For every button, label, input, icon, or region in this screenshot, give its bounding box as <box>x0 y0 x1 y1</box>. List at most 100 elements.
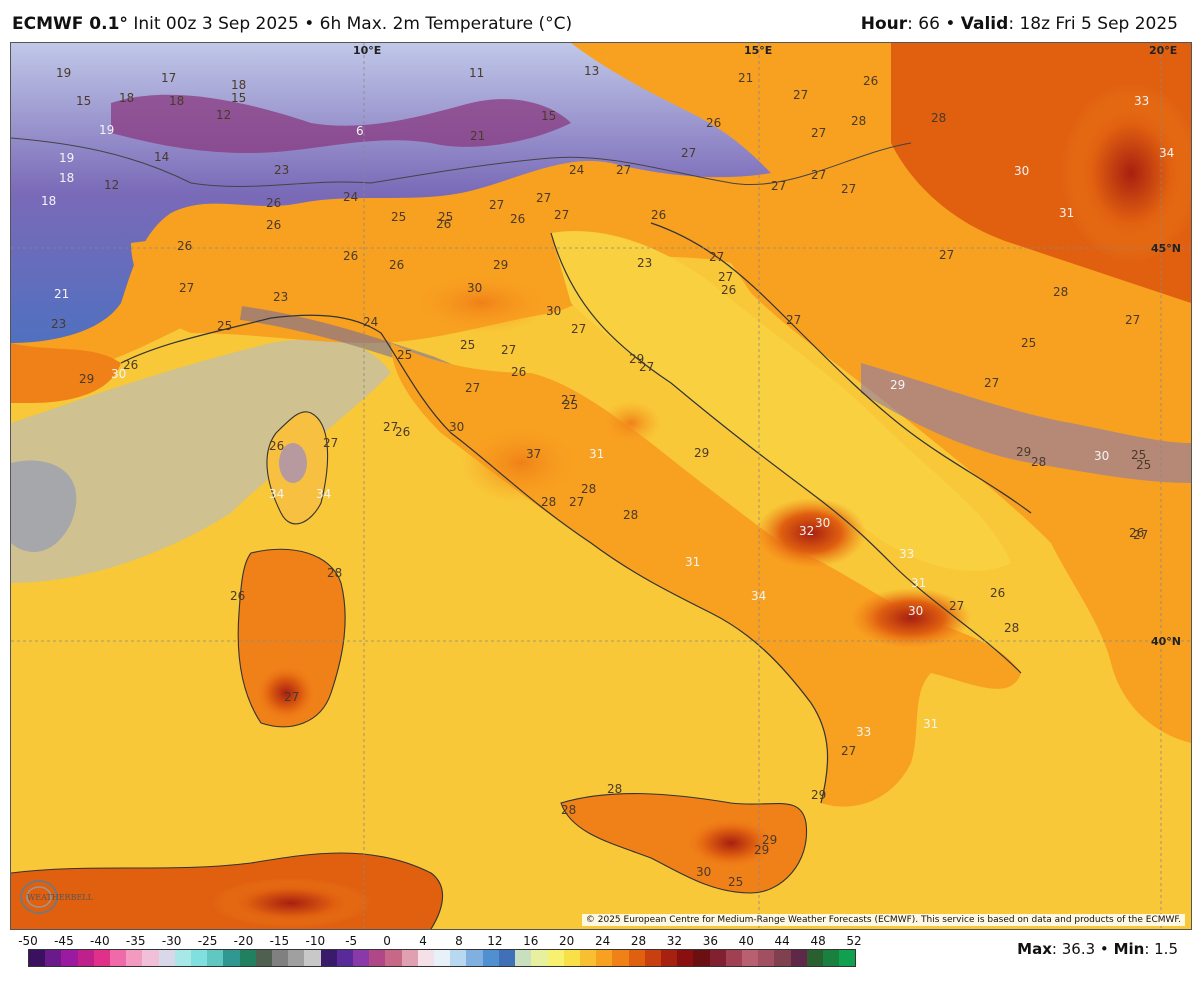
temperature-label: 27 <box>561 393 576 407</box>
colorbar-swatch <box>207 950 224 966</box>
temperature-label: 26 <box>510 212 525 226</box>
colorbar-tick: 52 <box>846 934 862 948</box>
temperature-label: 29 <box>754 843 769 857</box>
italy-west-coast <box>120 314 829 804</box>
colorbar-swatch <box>174 950 192 966</box>
temperature-label: 31 <box>589 447 604 461</box>
model-name: ECMWF 0.1 <box>12 14 120 34</box>
temperature-label: 29 <box>811 788 826 802</box>
temperature-label: 33 <box>856 725 871 739</box>
temperature-label: 25 <box>1131 448 1146 462</box>
temperature-label: 26 <box>177 239 192 253</box>
africa-coast <box>11 852 444 929</box>
temperature-label: 25 <box>217 319 232 333</box>
valid-time: Hour: 66 • Valid: 18z Fri 5 Sep 2025 <box>861 14 1178 34</box>
colorbar-swatch <box>417 950 435 966</box>
temperature-label: 30 <box>449 420 464 434</box>
colorbar-tick: -45 <box>54 934 74 948</box>
bullet-separator-3: • <box>1099 940 1109 958</box>
svg-text:WEATHERBELL: WEATHERBELL <box>27 893 94 902</box>
temperature-label: 26 <box>990 586 1005 600</box>
temperature-label: 30 <box>1094 449 1109 463</box>
temperature-label: 27 <box>284 690 299 704</box>
temperature-label: 26 <box>343 249 358 263</box>
temperature-label: 25 <box>1136 458 1151 472</box>
colorbar-swatch <box>822 950 840 966</box>
init-time: Init 00z 3 Sep 2025 <box>133 14 299 34</box>
colorbar-swatch <box>450 950 467 966</box>
temperature-label: 18 <box>59 171 74 185</box>
temperature-label: 19 <box>56 66 71 80</box>
coord-label: 40°N <box>1151 635 1181 648</box>
temperature-label: 27 <box>536 191 551 205</box>
temperature-label: 29 <box>890 378 905 392</box>
temperature-label: 21 <box>738 71 753 85</box>
colorbar-tick: 24 <box>594 934 611 948</box>
colorbar-swatch <box>385 950 402 966</box>
colorbar-swatch <box>61 950 78 966</box>
temperature-label: 27 <box>681 146 696 160</box>
colorbar-swatch <box>158 950 175 966</box>
temperature-label: 31 <box>923 717 938 731</box>
temperature-label: 30 <box>908 604 923 618</box>
colorbar-swatch <box>29 950 46 966</box>
temperature-label: 27 <box>179 281 194 295</box>
italy-east-coast <box>550 232 1022 674</box>
colorbar-swatch <box>677 950 694 966</box>
temperature-label: 31 <box>911 576 926 590</box>
temperature-label: 23 <box>273 290 288 304</box>
provence-coast <box>11 343 121 403</box>
temperature-label: 18 <box>119 91 134 105</box>
colorbar-tick: -50 <box>18 934 38 948</box>
temperature-label: 11 <box>469 66 484 80</box>
balkans-land <box>711 230 1191 743</box>
temperature-label: 29 <box>762 833 777 847</box>
colorbar-swatch <box>126 950 143 966</box>
min-label: Min <box>1113 940 1145 958</box>
colorbar-swatch <box>77 950 94 966</box>
colorbar-swatch <box>353 950 370 966</box>
colorbar-tick: 48 <box>810 934 826 948</box>
colorbar-swatch <box>466 950 483 966</box>
temperature-label: 17 <box>161 71 176 85</box>
temperature-label: 27 <box>949 599 964 613</box>
temperature-label: 12 <box>216 108 231 122</box>
temperature-map: 10°E 15°E 20°E 45°N 40°N 19 17 18 11 13 21 26 3… <box>10 42 1192 930</box>
temperature-label: 30 <box>696 865 711 879</box>
temperature-label: 28 <box>623 508 638 522</box>
max-min-stats: Max: 36.3 • Min: 1.5 <box>1017 940 1178 958</box>
temperature-label: 26 <box>395 425 410 439</box>
cool-sea-area <box>11 339 391 583</box>
temperature-label: 25 <box>397 348 412 362</box>
colorbar-tick: 8 <box>455 934 463 948</box>
coord-label: 10°E <box>353 44 381 57</box>
temperature-label: 18 <box>169 94 184 108</box>
temperature-label: 27 <box>501 343 516 357</box>
temperature-label: 13 <box>584 64 599 78</box>
temperature-label: 6 <box>356 124 364 138</box>
colorbar-swatch <box>660 950 678 966</box>
temperature-label: 37 <box>526 447 541 461</box>
colorbar-swatch <box>369 950 386 966</box>
temperature-label: 12 <box>104 178 119 192</box>
temperature-label: 28 <box>1004 621 1019 635</box>
temperature-label: 19 <box>99 123 114 137</box>
temperature-label: 25 <box>728 875 743 889</box>
colorbar-swatch <box>434 950 451 966</box>
temperature-label: 26 <box>266 196 281 210</box>
colorbar-swatch <box>644 950 661 966</box>
temperature-label: 34 <box>316 487 331 501</box>
temperature-label: 34 <box>751 589 766 603</box>
temperature-label: 23 <box>637 256 652 270</box>
colorbar-swatch <box>401 950 418 966</box>
temperature-label: 27 <box>984 376 999 390</box>
colorbar-swatch <box>93 950 111 966</box>
tuscany-warm <box>461 423 581 503</box>
bullet-separator: • <box>304 14 315 34</box>
temperature-label: 27 <box>465 381 480 395</box>
adriatic-sea <box>551 231 1011 572</box>
colorbar-swatch <box>336 950 354 966</box>
marche-warm <box>601 401 661 445</box>
colorbar-swatch <box>45 950 62 966</box>
